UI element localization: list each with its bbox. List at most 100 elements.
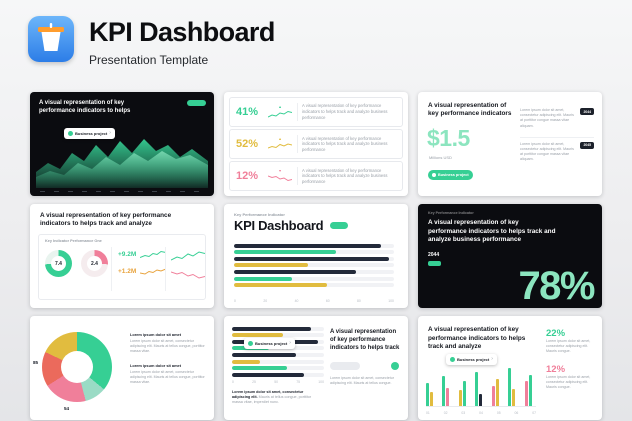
avatar-dot xyxy=(432,173,436,177)
slide-thumbnail-9: A visual representation of key performan… xyxy=(418,316,602,420)
slide1-heading: A visual representation of key performan… xyxy=(39,100,131,114)
mini-line-chart xyxy=(171,251,205,261)
horizontal-bar-chart xyxy=(234,241,394,290)
stat-block: 22% Lorem ipsum dolor sit amet, consecte… xyxy=(546,328,594,355)
mini-charts xyxy=(171,250,205,281)
trend-up-icon: ▲ xyxy=(278,136,282,141)
x-axis-labels: 0 25 50 75 100 xyxy=(232,380,324,384)
stat-percent: 22% xyxy=(546,328,566,339)
year-block: Lorem ipsum dolor sit amet, consectetur … xyxy=(520,104,594,138)
slide3-heading: A visual representation of key performan… xyxy=(428,102,512,118)
placeholder-button xyxy=(330,362,360,370)
business-project-pill: Business project xyxy=(428,170,473,180)
keynote-app-icon xyxy=(28,16,74,62)
indicator-card: Key Indicator Performance One 7.4 2.4 +9… xyxy=(38,234,206,300)
year-badge: 2045 xyxy=(580,141,594,149)
kpi-stat-row: 12% ▼ A visual representation of key per… xyxy=(229,161,403,192)
stat-column: +9.2M +1.2M xyxy=(118,250,167,276)
year-badge: 2044 xyxy=(580,108,594,115)
chevron-right-icon: › xyxy=(491,356,493,362)
text-blocks: Lorem ipsum dolor sit amet Lorem ipsum d… xyxy=(130,332,206,394)
stat-text: Lorem ipsum dolor sit amet, consectetur … xyxy=(546,339,591,354)
page-subtitle: Presentation Template xyxy=(89,53,209,68)
slide5-title: KPI Dashboard xyxy=(234,218,324,233)
slide-thumbnail-6: Key Performance Indicator A visual repre… xyxy=(418,204,602,308)
divider xyxy=(297,167,298,186)
slide1-accent-pill xyxy=(187,100,206,106)
slide-thumbnail-5: Key Performance Indicator KPI Dashboard … xyxy=(224,204,408,308)
donut-chart-pink: 2.4 xyxy=(81,250,108,277)
year-block: Lorem ipsum dolor sit amet, consectetur … xyxy=(520,138,594,171)
kpi-unit: Millions USD xyxy=(429,155,452,160)
header: KPI Dashboard Presentation Template xyxy=(28,16,275,67)
slide-thumbnail-8: Business project › 0 25 50 75 100 Lorem ipsu… xyxy=(224,316,408,420)
sparkline xyxy=(140,268,167,275)
text-block: Lorem ipsum dolor sit amet Lorem ipsum d… xyxy=(130,332,206,354)
header-text: KPI Dashboard Presentation Template xyxy=(89,16,275,68)
slide6-eyebrow: Key Performance Indicator xyxy=(428,211,474,215)
slide5-accent-pill xyxy=(330,222,348,229)
slide1-x-axis xyxy=(40,191,204,192)
trend-indicator: ▲ xyxy=(267,136,293,151)
tooltip-label: Business project xyxy=(75,131,108,136)
trend-up-icon: ▲ xyxy=(278,104,282,109)
trend-indicator: ▲ xyxy=(267,104,293,119)
big-percentage: 78% xyxy=(518,264,595,308)
slide-thumbnail-2: 41% ▲ A visual representation of key per… xyxy=(224,92,408,196)
kpi-description: A visual representation of key performan… xyxy=(302,103,388,120)
trend-down-icon: ▼ xyxy=(278,168,282,173)
caption-bold: Lorem ipsum dolor sit amet, consectetur … xyxy=(232,390,304,400)
kpi-percent: 52% xyxy=(236,138,259,150)
block-title: Lorem ipsum dolor sit amet xyxy=(130,332,182,337)
donut-hole xyxy=(61,351,93,383)
block-title: Lorem ipsum dolor sit amet xyxy=(130,363,182,369)
pill-label: Business project xyxy=(438,173,469,177)
sparkline xyxy=(140,250,167,258)
donut-chart-green: 7.4 xyxy=(45,250,72,277)
segment-label: 85 xyxy=(33,360,39,365)
donut-value: 7.4 xyxy=(51,256,66,271)
avatar-dot xyxy=(248,341,253,346)
kpi-description: A visual representation of key performan… xyxy=(302,135,388,152)
donut-chart-large xyxy=(42,332,112,402)
stat-block: 12% Lorem ipsum dolor sit amet, consecte… xyxy=(546,364,594,391)
accent-circle xyxy=(391,362,399,370)
slide1-tooltip: Business project › xyxy=(64,128,115,139)
area-chart xyxy=(36,139,208,188)
x-axis-labels: 0 20 40 60 80 100 xyxy=(234,299,394,303)
slide8-tooltip: Business project › xyxy=(244,338,295,349)
slide-thumbnail-3: A visual representation of key performan… xyxy=(418,92,602,196)
donut-charts: 7.4 2.4 xyxy=(45,250,108,277)
divider xyxy=(297,135,298,153)
text-block: Lorem ipsum dolor sit amet Lorem ipsum d… xyxy=(130,363,206,385)
keynote-icon xyxy=(38,23,64,51)
caption: Lorem ipsum dolor sit amet, consectetur … xyxy=(232,390,320,406)
side-text: Lorem ipsum dolor sit amet, consectetur … xyxy=(330,376,394,386)
kpi-stat-row: 41% ▲ A visual representation of key per… xyxy=(229,97,403,127)
mini-line-chart xyxy=(171,271,205,279)
kpi-stat-row: 52% ▲ A visual representation of key per… xyxy=(229,129,403,159)
slide9-heading: A visual representation of key performan… xyxy=(428,326,526,351)
tooltip-label: Business project xyxy=(457,357,490,362)
donut-value: 2.4 xyxy=(87,256,102,271)
slide6-heading: A visual representation of key performan… xyxy=(428,219,556,244)
kpi-rows: 41% ▲ A visual representation of key per… xyxy=(229,97,403,192)
kpi-value: $1.5 xyxy=(427,125,470,151)
card-label: Key Indicator Performance One xyxy=(45,239,102,243)
kpi-percent: 41% xyxy=(236,105,259,118)
avatar-dot xyxy=(450,357,455,362)
block-text: Lorem ipsum dolor sit amet, consectetur … xyxy=(130,369,205,385)
year-label: 2044 xyxy=(428,252,440,258)
kpi-description: A visual representation of key performan… xyxy=(302,167,388,185)
chevron-right-icon: › xyxy=(289,340,291,346)
slide-thumbnail-4: A visual representation of key performan… xyxy=(30,204,214,308)
slide6-accent-pill xyxy=(428,261,441,266)
stat-column: 22% Lorem ipsum dolor sit amet, consecte… xyxy=(546,328,594,399)
stat-value: +1.2M xyxy=(118,268,137,275)
grouped-bar-chart xyxy=(426,365,536,407)
block-text: Lorem ipsum dolor sit amet, consectetur … xyxy=(130,338,205,353)
divider xyxy=(111,247,112,291)
x-axis-labels: 01 02 03 04 05 06 07 xyxy=(426,411,536,415)
horizontal-bar-chart xyxy=(232,324,324,379)
